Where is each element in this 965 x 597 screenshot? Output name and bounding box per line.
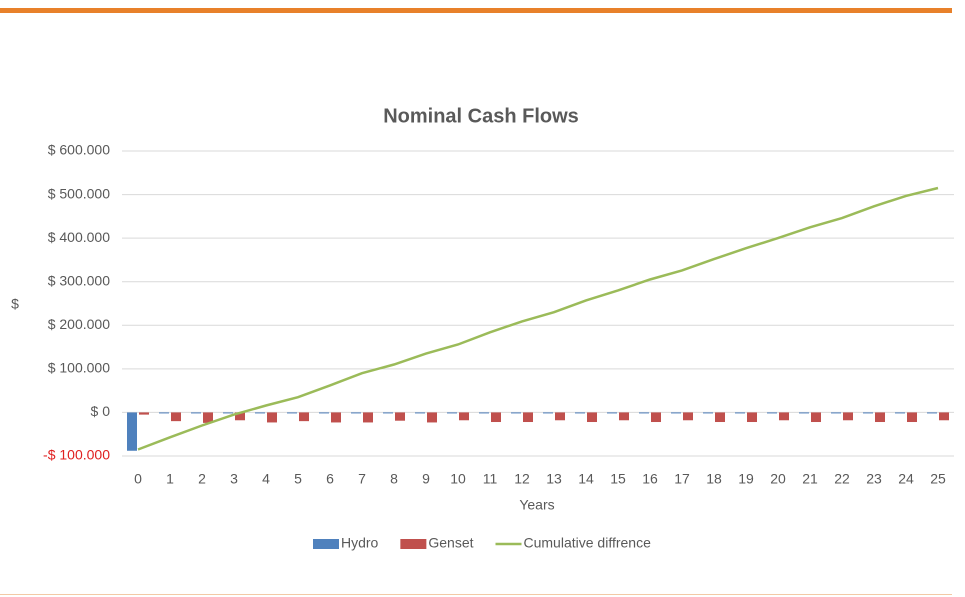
bar xyxy=(607,412,617,414)
x-tick-label: 19 xyxy=(738,471,754,487)
bar xyxy=(267,412,277,423)
y-tick-label: $ 600.000 xyxy=(48,142,110,158)
x-tick-label: 24 xyxy=(898,471,914,487)
bar xyxy=(555,412,565,421)
x-tick-label: 6 xyxy=(326,471,334,487)
x-tick-label: 25 xyxy=(930,471,946,487)
x-tick-label: 22 xyxy=(834,471,850,487)
x-tick-label: 20 xyxy=(770,471,786,487)
y-tick-label: $ 100.000 xyxy=(48,360,110,376)
y-tick-label: $ 200.000 xyxy=(48,316,110,332)
bar xyxy=(811,412,821,423)
x-axis-label: Years xyxy=(519,497,554,513)
bottom-rule xyxy=(0,594,952,595)
bar xyxy=(447,412,457,414)
bar xyxy=(683,412,693,421)
x-tick-label: 18 xyxy=(706,471,722,487)
x-tick-label: 14 xyxy=(578,471,594,487)
x-tick-label: 9 xyxy=(422,471,430,487)
bar xyxy=(255,412,265,414)
x-tick-label: 0 xyxy=(134,471,142,487)
x-tick-label: 12 xyxy=(514,471,530,487)
bar xyxy=(459,412,469,421)
bar xyxy=(479,412,489,414)
bar xyxy=(715,412,725,423)
y-tick-label: $ 400.000 xyxy=(48,229,110,245)
legend-label: Genset xyxy=(428,535,473,551)
bar xyxy=(863,412,873,414)
bar xyxy=(415,412,425,414)
bar xyxy=(319,412,329,414)
bar xyxy=(799,412,809,414)
bar xyxy=(639,412,649,414)
top-rule xyxy=(0,8,952,13)
bar xyxy=(543,412,553,414)
y-tick-label: $ 300.000 xyxy=(48,272,110,288)
x-tick-label: 1 xyxy=(166,471,174,487)
y-tick-label: $ 0 xyxy=(91,403,111,419)
x-tick-label: 13 xyxy=(546,471,562,487)
bar xyxy=(235,412,245,421)
legend-swatch xyxy=(313,539,339,549)
line xyxy=(137,186,939,451)
bar xyxy=(191,412,201,414)
x-tick-label: 17 xyxy=(674,471,690,487)
bar xyxy=(223,412,233,414)
bar xyxy=(383,412,393,414)
bar xyxy=(331,412,341,423)
bar xyxy=(843,412,853,421)
bar xyxy=(171,412,181,422)
legend-label: Hydro xyxy=(341,535,379,551)
bar xyxy=(203,412,213,423)
bar xyxy=(287,412,297,414)
chart-title: Nominal Cash Flows xyxy=(383,105,579,127)
bar xyxy=(735,412,745,414)
y-axis-label: $ xyxy=(11,296,19,312)
bar xyxy=(927,412,937,414)
bar xyxy=(651,412,661,423)
bar xyxy=(875,412,885,423)
bar xyxy=(831,412,841,414)
x-tick-label: 3 xyxy=(230,471,238,487)
bar xyxy=(747,412,757,423)
bar xyxy=(523,412,533,423)
bar xyxy=(587,412,597,423)
y-tick-label: $ 500.000 xyxy=(48,185,110,201)
x-tick-label: 10 xyxy=(450,471,466,487)
legend-label: Cumulative diffrence xyxy=(524,535,652,551)
x-tick-label: 7 xyxy=(358,471,366,487)
x-tick-label: 11 xyxy=(483,471,498,487)
x-tick-label: 5 xyxy=(294,471,302,487)
bar xyxy=(703,412,713,414)
bar xyxy=(491,412,501,423)
bar xyxy=(395,412,405,421)
bar xyxy=(779,412,789,421)
bar xyxy=(511,412,521,414)
bar xyxy=(671,412,681,414)
bar xyxy=(767,412,777,414)
x-tick-label: 21 xyxy=(802,471,818,487)
bar xyxy=(351,412,361,414)
bar xyxy=(299,412,309,422)
x-tick-label: 15 xyxy=(610,471,626,487)
legend-swatch xyxy=(400,539,427,549)
bar xyxy=(127,412,137,451)
x-tick-label: 8 xyxy=(390,471,398,487)
x-tick-label: 16 xyxy=(642,471,658,487)
bar xyxy=(895,412,905,414)
bar xyxy=(575,412,585,414)
bar xyxy=(159,412,169,414)
bar xyxy=(139,412,149,415)
x-tick-label: 4 xyxy=(262,471,270,487)
bar xyxy=(427,412,437,423)
bar xyxy=(907,412,917,423)
x-tick-label: 23 xyxy=(866,471,882,487)
bar xyxy=(363,412,373,423)
y-tick-label: -$ 100.000 xyxy=(43,447,110,463)
bar xyxy=(939,412,949,421)
bar xyxy=(619,412,629,421)
x-tick-label: 2 xyxy=(198,471,206,487)
